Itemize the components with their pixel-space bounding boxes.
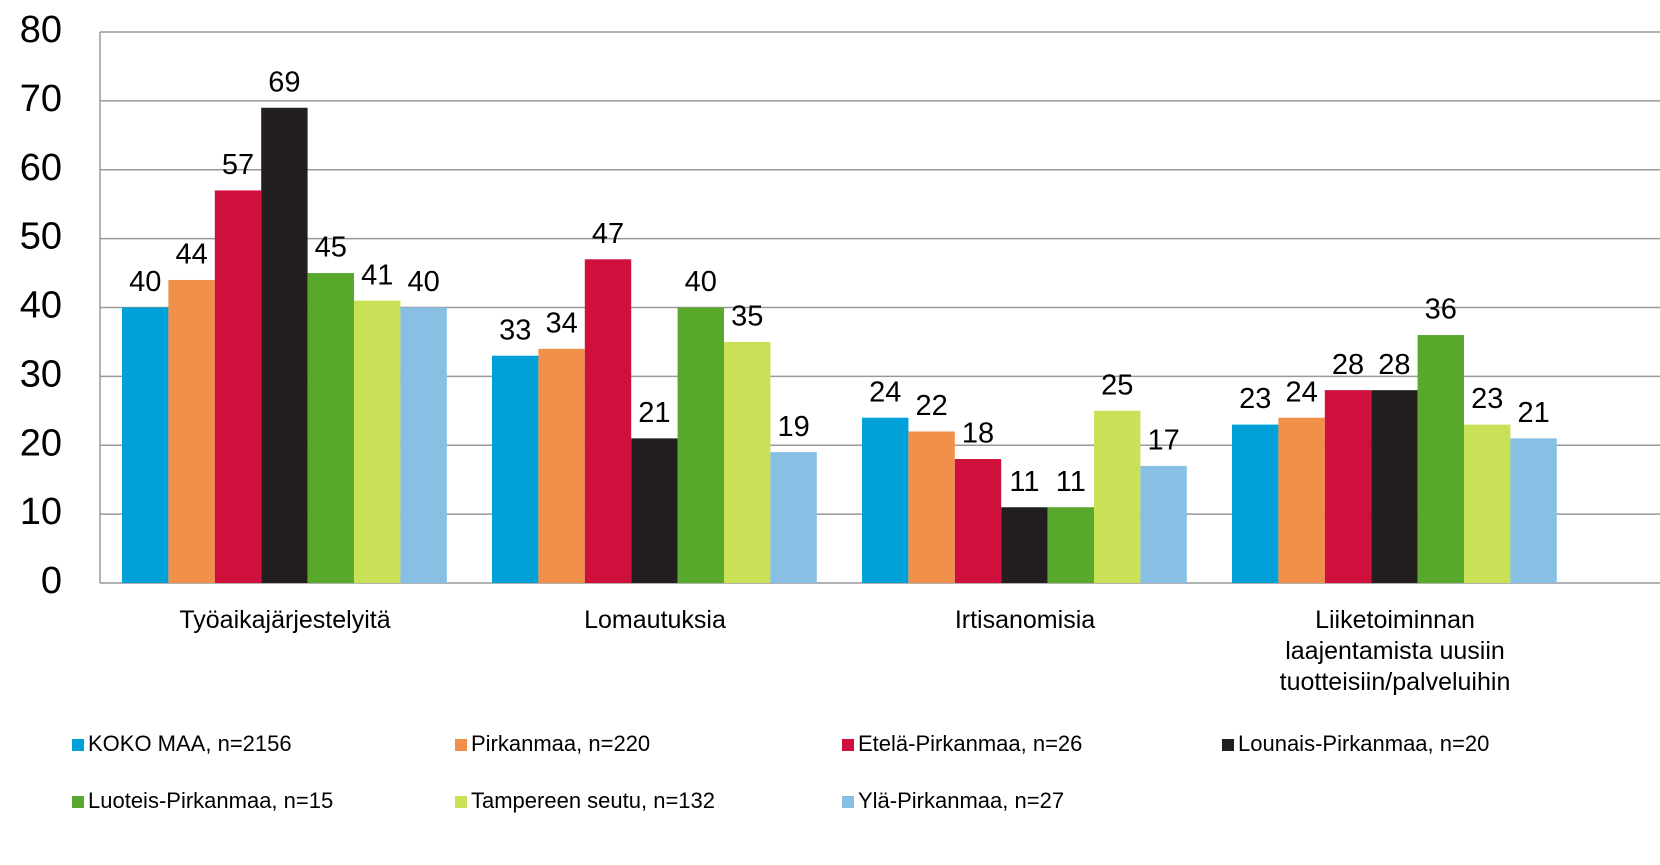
y-tick-label: 50 [20,216,62,258]
legend-swatch [455,739,467,751]
bar [584,259,632,583]
bar [724,341,771,583]
bar [492,355,539,583]
legend-label: Ylä-Pirkanmaa, n=27 [858,788,1064,813]
data-label: 28 [1378,349,1410,381]
bar [631,438,678,583]
legend-label: Lounais-Pirkanmaa, n=20 [1238,731,1489,756]
data-label: 41 [361,259,393,291]
data-label: 19 [777,411,809,443]
bar [1464,424,1511,583]
bar [1510,438,1557,583]
bar [538,348,585,583]
bar [307,273,354,583]
bar [122,307,169,583]
y-tick-label: 60 [20,147,62,189]
bar [677,307,724,583]
data-label: 69 [268,66,300,98]
data-label: 17 [1147,425,1179,457]
data-label: 24 [869,376,901,408]
data-label: 44 [175,239,207,271]
bar [908,431,955,583]
data-label: 57 [222,149,254,181]
data-label: 40 [129,266,161,298]
x-tick-label: Irtisanomisia [954,606,1096,634]
y-tick-label: 0 [41,560,62,602]
y-tick-label: 80 [20,9,62,51]
data-label: 36 [1425,294,1457,326]
data-label: 23 [1239,383,1271,415]
y-tick-label: 10 [20,491,62,533]
bar [770,452,817,583]
legend-label: Pirkanmaa, n=220 [471,731,650,756]
x-tick-label: Liiketoiminnan laajentamista uusiin tuot… [1279,606,1511,696]
bar [354,300,401,583]
bar [1278,417,1325,583]
data-label: 11 [1009,466,1039,498]
data-label: 22 [915,390,947,422]
data-label: 47 [592,218,624,250]
y-tick-label: 70 [20,78,62,120]
bar [862,417,909,583]
bar [168,279,215,583]
y-tick-label: 40 [20,285,62,327]
data-label: 34 [545,307,577,339]
data-label: 33 [499,314,531,346]
data-label: 21 [638,397,670,429]
data-label: 35 [731,301,763,333]
bar [214,190,262,583]
bar [261,107,308,583]
data-label: 40 [407,266,439,298]
legend-swatch [1222,739,1234,751]
data-label: 21 [1517,397,1549,429]
legend-swatch [72,796,84,808]
bar [1417,335,1464,583]
x-tick-label: Lomautuksia [584,606,726,634]
data-label: 40 [685,266,717,298]
bar [1001,507,1048,583]
legend-label: Tampereen seutu, n=132 [471,788,715,813]
bar [1094,410,1141,583]
data-label: 18 [962,418,994,450]
bar [1324,390,1372,583]
data-label: 24 [1285,376,1317,408]
bar [1140,465,1187,583]
bar [954,459,1002,583]
y-tick-label: 20 [20,422,62,464]
y-tick-label: 30 [20,353,62,395]
data-label: 45 [315,232,347,264]
legend-swatch [842,739,854,751]
data-label: 23 [1471,383,1503,415]
bar [1371,390,1418,583]
data-label: 11 [1056,466,1086,498]
data-label: 28 [1332,349,1364,381]
data-label: 25 [1101,369,1133,401]
legend-label: Etelä-Pirkanmaa, n=26 [858,731,1082,756]
bar [1047,507,1094,583]
legend-swatch [455,796,467,808]
legend-label: Luoteis-Pirkanmaa, n=15 [88,788,333,813]
bar [1232,424,1279,583]
legend-label: KOKO MAA, n=2156 [88,731,292,756]
x-tick-label: Työaikajärjestelyitä [179,606,391,634]
legend-swatch [72,739,84,751]
legend-swatch [842,796,854,808]
bar [400,307,447,583]
